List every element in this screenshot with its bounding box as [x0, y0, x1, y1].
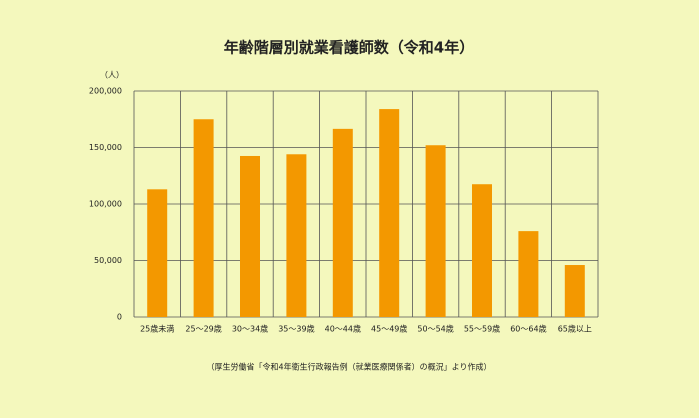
x-tick-label: 60～64歳: [510, 324, 546, 334]
bar: [425, 145, 446, 317]
source-note: （厚生労働省「令和4年衛生行政報告例（就業医療関係者）の概況」より作成）: [207, 362, 492, 372]
y-unit: （人）: [100, 71, 124, 80]
bar: [147, 189, 168, 317]
x-tick-label: 30～34歳: [232, 324, 268, 334]
bar: [564, 265, 585, 317]
x-tick-label: 25歳未満: [140, 324, 174, 334]
x-tick-label: 25～29歳: [185, 324, 221, 334]
y-tick-label: 200,000: [89, 87, 122, 96]
x-tick-label: 45～49歳: [371, 324, 407, 334]
x-tick-label: 55～59歳: [464, 324, 500, 334]
bar: [332, 128, 353, 317]
y-tick-label: 100,000: [89, 200, 122, 209]
bar: [472, 184, 492, 317]
x-tick-label: 65歳以上: [558, 324, 592, 334]
x-tick-label: 40～44歳: [325, 324, 361, 334]
bar: [379, 109, 400, 317]
bar: [286, 154, 307, 317]
bar: [193, 119, 214, 317]
bar: [240, 155, 260, 317]
bar: [518, 231, 539, 317]
y-tick-label: 0: [117, 313, 122, 322]
x-tick-label: 50～54歳: [417, 324, 453, 334]
chart-title: 年齢階層別就業看護師数（令和4年）: [224, 39, 474, 57]
y-tick-label: 150,000: [89, 143, 122, 152]
y-tick-label: 50,000: [94, 256, 122, 265]
x-tick-label: 35～39歳: [278, 324, 314, 334]
